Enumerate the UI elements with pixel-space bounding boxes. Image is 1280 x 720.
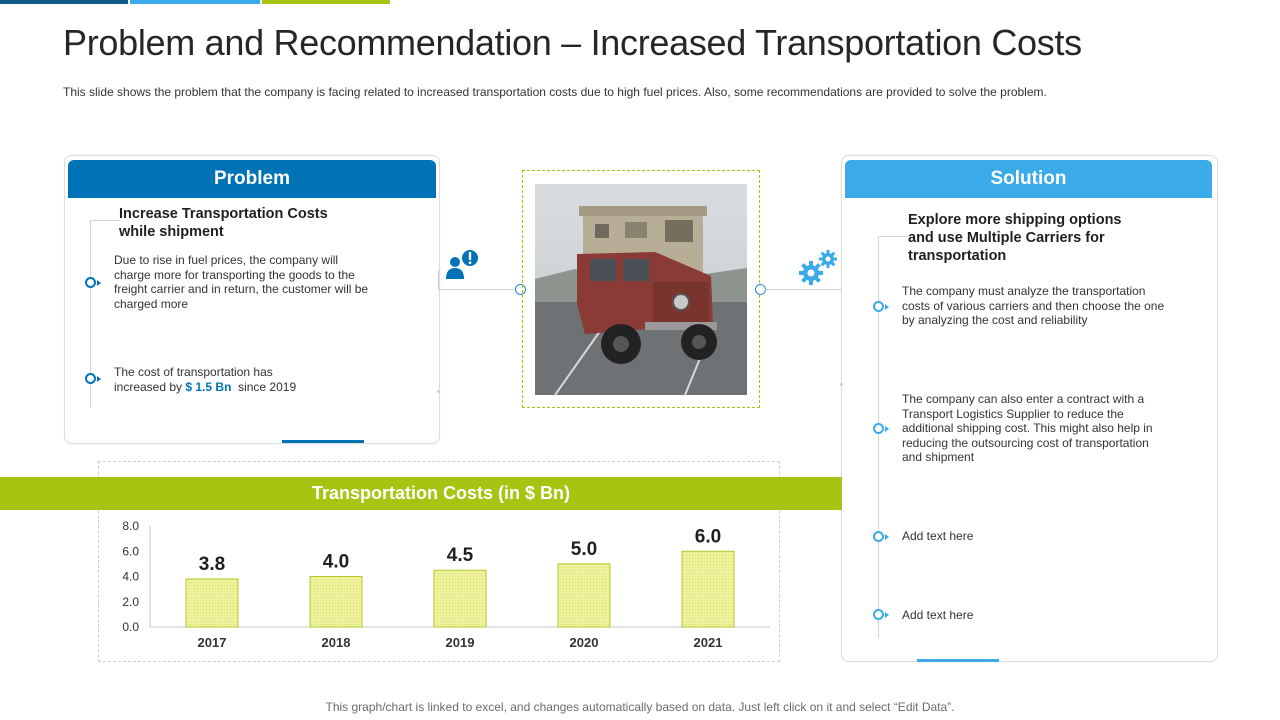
problem-point-1-line-3: freight carrier and in return, the custo… <box>114 282 369 296</box>
truck-image-frame <box>522 170 760 408</box>
bar-2019 <box>433 569 487 628</box>
problem-point-1-line-1: Due to rise in fuel prices, the company … <box>114 253 339 267</box>
y-tick-label: 2.0 <box>122 595 139 609</box>
problem-panel-accent <box>282 440 364 443</box>
x-tick-label: 2017 <box>198 635 227 650</box>
solution-heading-line-2: and use Multiple Carriers for <box>908 230 1105 246</box>
bar-value-label: 6.0 <box>695 526 721 547</box>
problem-timeline <box>90 220 91 408</box>
solution-header: Solution <box>845 160 1212 198</box>
problem-panel: Problem Increase Transportation Costs wh… <box>64 155 440 444</box>
solution-point-3: Add text here <box>902 529 1202 544</box>
y-tick-label: 8.0 <box>122 519 139 533</box>
solution-point-2-line-5: and shipment <box>902 450 975 464</box>
solution-point-1-line-3: by analyzing the cost and reliability <box>902 313 1088 327</box>
page-title: Problem and Recommendation – Increased T… <box>63 22 1082 63</box>
top-accent-bar-2 <box>130 0 260 4</box>
problem-connector-node <box>515 284 526 295</box>
problem-point-2-suffix: since 2019 <box>231 379 297 394</box>
problem-bullet-2-icon <box>85 373 101 384</box>
solution-point-4-line-1: Add text here <box>902 608 974 622</box>
problem-heading: Increase Transportation Costs while ship… <box>119 205 399 241</box>
solution-point-1-line-1: The company must analyze the transportat… <box>902 284 1146 298</box>
page-subtitle: This slide shows the problem that the co… <box>63 85 1047 99</box>
solution-timeline <box>878 236 879 638</box>
bar-chart: 0.0 2.0 4.0 6.0 8.0 3.8 2017 4.0 2018 4.5 2019 5.0 2… <box>122 519 770 650</box>
problem-heading-line-2: while shipment <box>119 224 224 240</box>
chart-title-band: Transportation Costs (in $ Bn) <box>0 477 842 510</box>
solution-panel: Solution Explore more shipping options a… <box>841 155 1218 662</box>
solution-heading-line-3: transportation <box>908 248 1007 264</box>
truck-photo <box>535 184 747 395</box>
problem-connector-line <box>438 289 518 290</box>
solution-side-dot <box>840 383 843 386</box>
solution-bullet-2-icon <box>873 423 889 434</box>
gears-icon <box>798 248 840 286</box>
solution-bullet-4-icon <box>873 609 889 620</box>
solution-point-2-line-1: The company can also enter a contract wi… <box>902 392 1145 406</box>
top-accent-bar-1 <box>0 0 128 4</box>
solution-heading: Explore more shipping options and use Mu… <box>908 211 1168 265</box>
x-tick-label: 2019 <box>446 635 475 650</box>
problem-point-2: The cost of transportation has increased… <box>114 365 414 394</box>
solution-panel-accent <box>917 659 999 662</box>
problem-point-1-line-4: charged more <box>114 296 189 311</box>
bar-2020 <box>557 563 611 628</box>
solution-connector-line <box>765 289 841 290</box>
chart-container <box>98 461 780 662</box>
problem-side-dot <box>437 390 440 393</box>
bar-2018 <box>309 576 363 628</box>
solution-point-2-line-3: additional shipping cost. This might als… <box>902 421 1153 435</box>
problem-heading-line-1: Increase Transportation Costs <box>119 206 328 222</box>
top-accent-bar-3 <box>262 0 390 4</box>
solution-timeline-cap <box>878 236 908 237</box>
problem-timeline-cap <box>90 220 120 221</box>
solution-bullet-1-icon <box>873 301 889 312</box>
solution-point-3-line-1: Add text here <box>902 529 974 543</box>
bar-value-label: 4.0 <box>323 552 349 573</box>
chart-title: Transportation Costs (in $ Bn) <box>311 483 570 503</box>
user-alert-icon <box>444 248 484 280</box>
y-tick-label: 0.0 <box>122 620 139 634</box>
solution-point-2: The company can also enter a contract wi… <box>902 392 1202 465</box>
y-tick-label: 6.0 <box>122 544 139 558</box>
problem-point-1: Due to rise in fuel prices, the company … <box>114 253 414 311</box>
solution-point-2-line-2: Transport Logistics Supplier to reduce t… <box>902 406 1124 421</box>
problem-header-label: Problem <box>213 168 291 189</box>
bar-2021 <box>681 550 735 628</box>
problem-bullet-1-icon <box>85 277 101 288</box>
x-tick-label: 2018 <box>322 635 351 650</box>
solution-point-1-line-2: costs of various carriers and then choos… <box>902 298 1165 313</box>
problem-point-2-line-2: increased by $ 1.5 Bn since 2019 <box>114 380 414 395</box>
solution-header-label: Solution <box>990 168 1067 189</box>
bar-value-label: 3.8 <box>199 554 225 575</box>
x-tick-label: 2021 <box>694 635 723 650</box>
solution-point-2-line-4: reducing the outsourcing cost of transpo… <box>902 435 1149 450</box>
x-tick-label: 2020 <box>570 635 599 650</box>
solution-bullet-3-icon <box>873 531 889 542</box>
solution-point-4: Add text here <box>902 608 1202 623</box>
problem-connector-tick <box>438 270 439 290</box>
problem-header: Problem <box>68 160 436 198</box>
bar-value-label: 4.5 <box>447 545 474 566</box>
bar-2017 <box>185 578 239 628</box>
bar-value-label: 5.0 <box>571 539 597 560</box>
solution-point-1: The company must analyze the transportat… <box>902 284 1202 328</box>
cost-increase-highlight: $ 1.5 Bn <box>185 379 232 394</box>
problem-point-2-prefix: increased by <box>114 379 186 394</box>
problem-point-2-line-1: The cost of transportation has <box>114 365 273 379</box>
footer-note: This graph/chart is linked to excel, and… <box>325 700 955 714</box>
problem-point-1-line-2: charge more for transporting the goods t… <box>114 267 355 282</box>
y-tick-label: 4.0 <box>122 570 139 584</box>
solution-heading-line-1: Explore more shipping options <box>908 212 1122 228</box>
